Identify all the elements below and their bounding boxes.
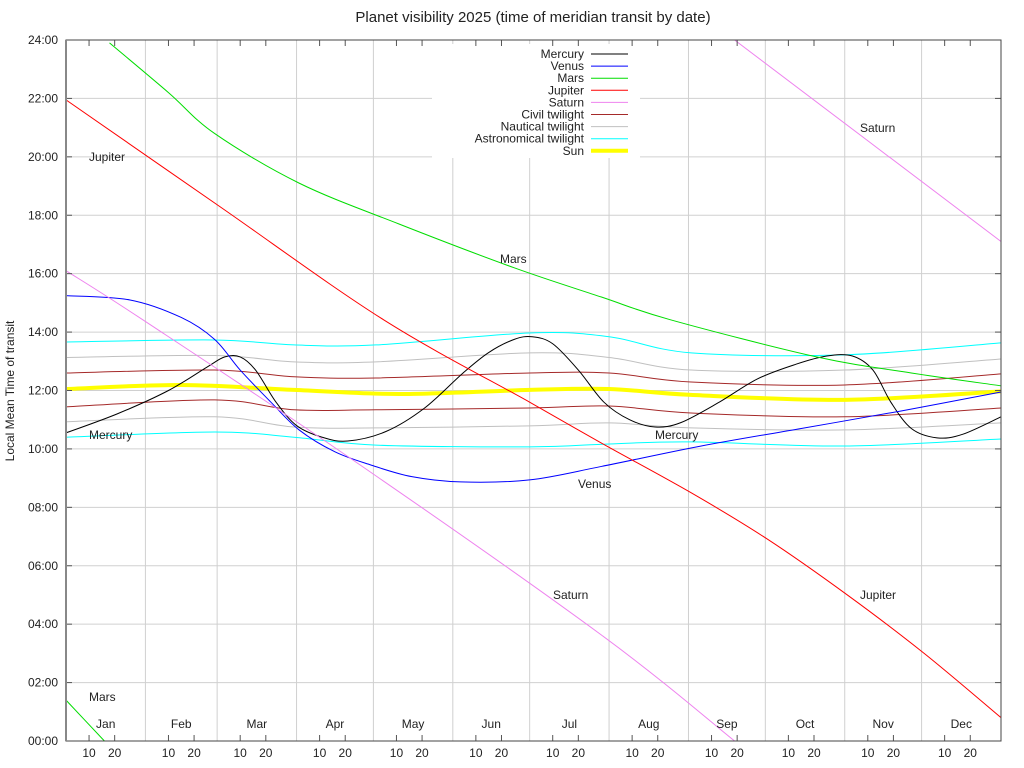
series-line	[65, 270, 735, 742]
month-label: Oct	[796, 717, 815, 731]
x-tick-label: 10	[234, 746, 248, 760]
curve-label-saturn: Saturn	[860, 121, 895, 135]
series-line	[65, 699, 105, 742]
x-tick-label: 10	[861, 746, 875, 760]
x-tick-label: 20	[339, 746, 353, 760]
series-sun	[65, 382, 1002, 402]
legend-label: Sun	[563, 144, 584, 158]
x-tick-label: 10	[82, 746, 96, 760]
legend-label: Jupiter	[548, 83, 584, 97]
month-label: May	[402, 717, 425, 731]
series-mars	[65, 42, 1002, 742]
y-tick-label: 06:00	[28, 559, 58, 573]
month-label: Nov	[872, 717, 893, 731]
curve-label-jupiter: Jupiter	[860, 588, 896, 602]
y-tick-label: 18:00	[28, 208, 58, 222]
axes: 00:00 02:00 04:00 06:00 08:00 10:00 12:00 14:00…	[28, 33, 1002, 760]
x-tick-label: 20	[807, 746, 821, 760]
x-tick-label: 20	[415, 746, 429, 760]
month-label: Dec	[951, 717, 972, 731]
y-tick-label: 12:00	[28, 384, 58, 398]
series-group	[65, 39, 1002, 742]
y-tick-label: 02:00	[28, 676, 58, 690]
y-tick-label: 10:00	[28, 442, 58, 456]
x-tick-label: 10	[705, 746, 719, 760]
x-tick-label: 20	[259, 746, 273, 760]
series-line	[65, 352, 1002, 373]
curve-label-mars: Mars	[89, 690, 116, 704]
y-tick-label: 08:00	[28, 500, 58, 514]
legend-label: Astronomical twilight	[475, 132, 585, 146]
x-tick-label: 20	[108, 746, 122, 760]
series-line	[65, 416, 1002, 431]
x-tick-label: 20	[651, 746, 665, 760]
series-mercury	[65, 335, 1002, 442]
month-label: Jun	[482, 717, 501, 731]
series-line	[65, 99, 1002, 719]
month-label: Jan	[96, 717, 115, 731]
series-jupiter	[65, 99, 1002, 719]
curve-labels: Jupiter Mars Saturn Mercury Venus Mercury Satu…	[89, 121, 896, 704]
x-tick-label: 10	[469, 746, 483, 760]
x-tick-label: 20	[887, 746, 901, 760]
x-tick-label: 20	[964, 746, 978, 760]
series-civil-twilight	[65, 369, 1002, 418]
y-tick-label: 16:00	[28, 267, 58, 281]
y-axis-label: Local Mean Time of transit	[3, 320, 17, 461]
legend-label: Mars	[557, 71, 584, 85]
series-line	[734, 39, 1002, 242]
x-tick-label: 10	[546, 746, 560, 760]
x-tick-label: 10	[390, 746, 404, 760]
series-saturn	[65, 39, 1002, 742]
month-label: Aug	[638, 717, 659, 731]
month-label: Apr	[326, 717, 345, 731]
month-label: Sep	[716, 717, 738, 731]
x-tick-label: 10	[313, 746, 327, 760]
y-tick-label: 00:00	[28, 734, 58, 748]
series-line	[65, 369, 1002, 386]
series-line	[65, 399, 1002, 418]
x-tick-label: 10	[938, 746, 952, 760]
legend-label: Civil twilight	[521, 108, 584, 122]
y-tick-label: 24:00	[28, 33, 58, 47]
x-tick-label: 20	[730, 746, 744, 760]
x-tick-label: 10	[782, 746, 796, 760]
x-tick-label: 10	[625, 746, 639, 760]
series-line	[65, 295, 1002, 483]
x-tick-label: 20	[572, 746, 586, 760]
x-tick-label: 20	[187, 746, 201, 760]
month-label: Mar	[247, 717, 268, 731]
curve-label-mercury: Mercury	[655, 428, 698, 442]
curve-label-venus: Venus	[578, 477, 611, 491]
y-tick-label: 14:00	[28, 325, 58, 339]
series-venus	[65, 295, 1002, 483]
series-line	[65, 431, 1002, 448]
y-tick-label: 22:00	[28, 91, 58, 105]
series-line	[65, 382, 1002, 402]
curve-label-saturn: Saturn	[553, 588, 588, 602]
legend-label: Mercury	[541, 47, 584, 61]
legend-label: Saturn	[549, 95, 584, 109]
curve-label-mars: Mars	[500, 252, 527, 266]
x-tick-label: 10	[162, 746, 176, 760]
series-nautical-twilight	[65, 352, 1002, 431]
legend-label: Nautical twilight	[501, 120, 585, 134]
chart-title: Planet visibility 2025 (time of meridian…	[355, 9, 710, 26]
y-tick-label: 04:00	[28, 617, 58, 631]
series-line	[65, 335, 1002, 442]
curve-label-jupiter: Jupiter	[89, 150, 125, 164]
month-label: Jul	[562, 717, 577, 731]
series-astronomical-twilight	[65, 332, 1002, 448]
legend-label: Venus	[551, 59, 584, 73]
y-tick-label: 20:00	[28, 150, 58, 164]
curve-label-mercury: Mercury	[89, 428, 132, 442]
series-line	[65, 332, 1002, 357]
series-line	[109, 42, 1002, 387]
x-tick-label: 20	[495, 746, 509, 760]
month-label: Feb	[171, 717, 192, 731]
